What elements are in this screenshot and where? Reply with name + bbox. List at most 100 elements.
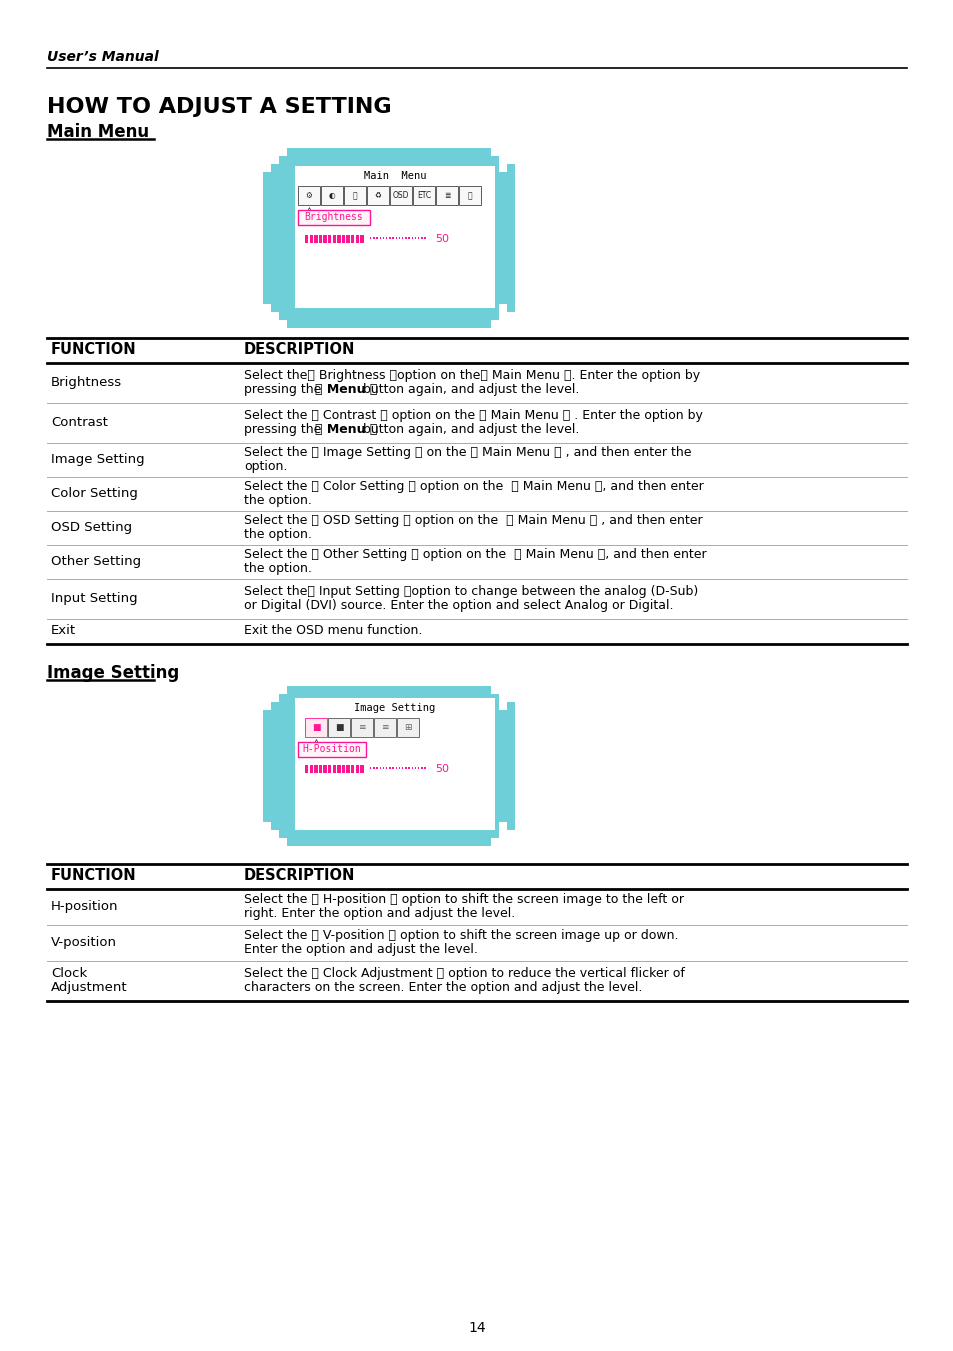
Bar [392, 236, 394, 239]
Bar [320, 186, 343, 205]
Bar [294, 166, 495, 308]
Bar [263, 821, 271, 830]
Bar [424, 767, 425, 769]
Bar [408, 236, 410, 239]
Text: Select the 「 Color Setting 」 option on the  「 Main Menu 」, and then enter: Select the 「 Color Setting 」 option on t… [244, 480, 703, 493]
Text: pressing the: pressing the [244, 382, 329, 396]
Bar [417, 767, 419, 769]
Text: Enter the option and adjust the level.: Enter the option and adjust the level. [244, 943, 477, 957]
Text: Main Menu: Main Menu [47, 123, 149, 141]
Bar [386, 767, 387, 769]
Bar [328, 765, 331, 773]
Text: 「 Menu 」: 「 Menu 」 [314, 382, 376, 396]
Bar [305, 717, 327, 738]
Text: Color Setting: Color Setting [51, 486, 138, 500]
Bar [411, 767, 413, 769]
Bar [355, 765, 358, 773]
Bar [346, 235, 350, 243]
Bar [360, 765, 363, 773]
Bar [278, 686, 287, 694]
Text: 「 Menu 」: 「 Menu 」 [314, 423, 376, 436]
Bar [310, 235, 313, 243]
Bar [367, 186, 389, 205]
Bar [498, 686, 515, 703]
Bar [336, 765, 340, 773]
Bar [370, 236, 371, 239]
Text: right. Enter the option and adjust the level.: right. Enter the option and adjust the l… [244, 907, 515, 920]
Text: the option.: the option. [244, 494, 312, 507]
Text: ⚙: ⚙ [305, 190, 313, 200]
Bar [398, 236, 400, 239]
Text: DESCRIPTION: DESCRIPTION [244, 867, 355, 884]
Bar [263, 830, 278, 846]
Bar [405, 236, 406, 239]
Bar [415, 236, 416, 239]
Bar [491, 838, 498, 846]
Bar [297, 186, 319, 205]
Bar [314, 235, 317, 243]
Text: Main  Menu: Main Menu [363, 172, 426, 181]
Text: DESCRIPTION: DESCRIPTION [244, 342, 355, 357]
Text: 50: 50 [435, 234, 449, 245]
Bar [498, 830, 515, 846]
Bar [382, 236, 384, 239]
Bar [263, 686, 515, 846]
Bar [458, 186, 480, 205]
Bar [417, 236, 419, 239]
Text: Clock: Clock [51, 967, 87, 979]
Bar [263, 304, 271, 312]
Bar [328, 235, 331, 243]
Text: Brightness: Brightness [51, 376, 122, 389]
Bar [370, 767, 371, 769]
Bar [498, 163, 506, 172]
Text: Image Setting: Image Setting [47, 663, 179, 682]
Text: Image Setting: Image Setting [51, 453, 145, 466]
Text: OSD: OSD [393, 190, 409, 200]
Text: option.: option. [244, 459, 287, 473]
Bar [421, 236, 422, 239]
Text: Adjustment: Adjustment [51, 981, 128, 994]
Bar [263, 686, 278, 703]
Bar [336, 235, 340, 243]
Text: Select the 「 OSD Setting 」 option on the  「 Main Menu 」 , and then enter: Select the 「 OSD Setting 」 option on the… [244, 513, 702, 527]
Bar [355, 235, 358, 243]
Bar [498, 149, 515, 163]
Text: HOW TO ADJUST A SETTING: HOW TO ADJUST A SETTING [47, 97, 392, 118]
Bar [278, 320, 287, 328]
Bar [341, 235, 345, 243]
Text: pressing the: pressing the [244, 423, 329, 436]
Bar [323, 765, 327, 773]
Bar [351, 765, 355, 773]
Bar [297, 209, 370, 226]
Text: OSD Setting: OSD Setting [51, 521, 132, 534]
Bar [318, 235, 322, 243]
Text: ■: ■ [335, 723, 343, 732]
Text: Select the 「 H-position 」 option to shift the screen image to the left or: Select the 「 H-position 」 option to shif… [244, 893, 683, 907]
Text: Contrast: Contrast [51, 416, 108, 430]
Text: or Digital (DVI) source. Enter the option and select Analog or Digital.: or Digital (DVI) source. Enter the optio… [244, 598, 673, 612]
Text: ◐: ◐ [329, 190, 335, 200]
Bar [415, 767, 416, 769]
Bar [376, 767, 377, 769]
Text: the option.: the option. [244, 562, 312, 576]
Bar [413, 186, 435, 205]
Text: 14: 14 [468, 1321, 485, 1335]
Bar [344, 186, 366, 205]
Bar [305, 235, 308, 243]
Bar [401, 236, 403, 239]
Bar [341, 765, 345, 773]
Bar [373, 767, 375, 769]
Bar [374, 717, 395, 738]
Bar [498, 821, 506, 830]
Bar [436, 186, 457, 205]
Text: ⊞: ⊞ [404, 723, 412, 732]
Bar [395, 236, 396, 239]
Bar [360, 235, 363, 243]
Bar [398, 767, 400, 769]
Bar [411, 236, 413, 239]
Text: button again, and adjust the level.: button again, and adjust the level. [355, 423, 578, 436]
Bar [328, 717, 350, 738]
Bar [263, 312, 278, 328]
Bar [323, 235, 327, 243]
Bar [376, 236, 377, 239]
